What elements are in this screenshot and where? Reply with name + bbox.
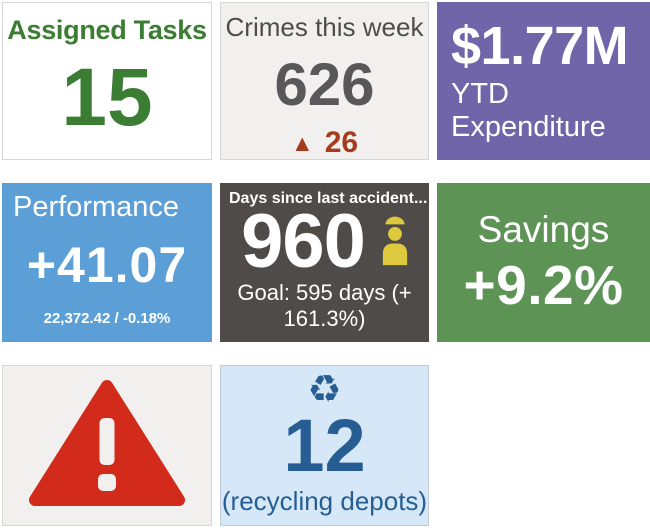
performance-value: +41.07 [26, 237, 188, 293]
crimes-delta-value: 26 [324, 126, 359, 159]
tile-ytd-expenditure: $1.77M YTD Expenditure [437, 2, 650, 160]
accident-value: 960 [241, 199, 366, 284]
tile-warning [2, 365, 212, 526]
tile-crimes-this-week: Crimes this week 626 ▲ 26 [220, 2, 429, 160]
up-triangle-icon: ▲ [290, 129, 314, 156]
tile-performance: Performance +41.07 22,372.42 / -0.18% [2, 183, 212, 342]
savings-title: Savings [477, 208, 610, 250]
crimes-value: 626 [274, 51, 375, 118]
crimes-title: Crimes this week [225, 12, 424, 42]
expenditure-label: YTD Expenditure [451, 77, 606, 143]
tile-assigned-tasks: Assigned Tasks 15 [2, 2, 212, 160]
accident-value-row: 960 [220, 204, 429, 280]
recycle-icon: ♻ [307, 369, 342, 411]
crimes-delta: ▲ 26 [291, 126, 358, 160]
accident-goal: Goal: 595 days (+ 161.3%) [237, 280, 412, 331]
tile-savings: Savings +9.2% [437, 183, 650, 342]
assigned-tasks-value: 15 [61, 51, 153, 143]
assigned-tasks-title: Assigned Tasks [7, 15, 207, 45]
recycling-value: 12 [283, 403, 366, 487]
savings-value: +9.2% [463, 253, 624, 316]
worker-icon [382, 214, 408, 271]
tile-days-since-accident: Days since last accident... 960 Goal: 59… [220, 183, 429, 342]
performance-title: Performance [13, 191, 180, 223]
tile-recycling-depots: ♻ 12 (recycling depots) [220, 365, 429, 526]
empty-cell [437, 365, 650, 526]
warning-icon [27, 378, 187, 513]
recycling-label: (recycling depots) [221, 486, 428, 516]
expenditure-value: $1.77M [451, 16, 629, 77]
performance-detail: 22,372.42 / -0.18% [43, 310, 171, 327]
accident-title: Days since last accident... [229, 190, 428, 207]
